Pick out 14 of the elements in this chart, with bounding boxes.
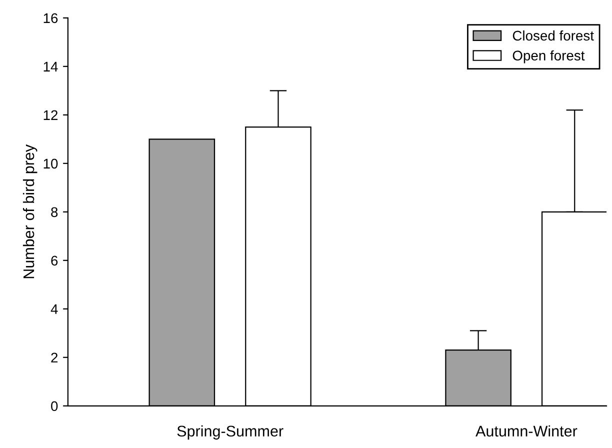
- legend-label: Closed forest: [512, 30, 594, 41]
- y-tick-label: 12: [44, 110, 58, 120]
- x-tick-label: Autumn-Winter: [476, 425, 578, 437]
- y-tick-label: 6: [51, 256, 58, 266]
- y-tick-label: 8: [51, 207, 58, 218]
- x-tick-label: Spring-Summer: [177, 425, 284, 440]
- y-tick-label: 2: [51, 352, 58, 362]
- y-tick-label: 14: [44, 62, 58, 72]
- y-tick-label: 10: [44, 158, 58, 169]
- y-axis-title: Number of bird prey: [22, 144, 38, 278]
- y-tick-label: 16: [44, 13, 58, 24]
- y-tick-label: 4: [50, 304, 58, 314]
- y-tick-label: 0: [51, 401, 58, 412]
- legend-label: Open forest: [512, 50, 585, 64]
